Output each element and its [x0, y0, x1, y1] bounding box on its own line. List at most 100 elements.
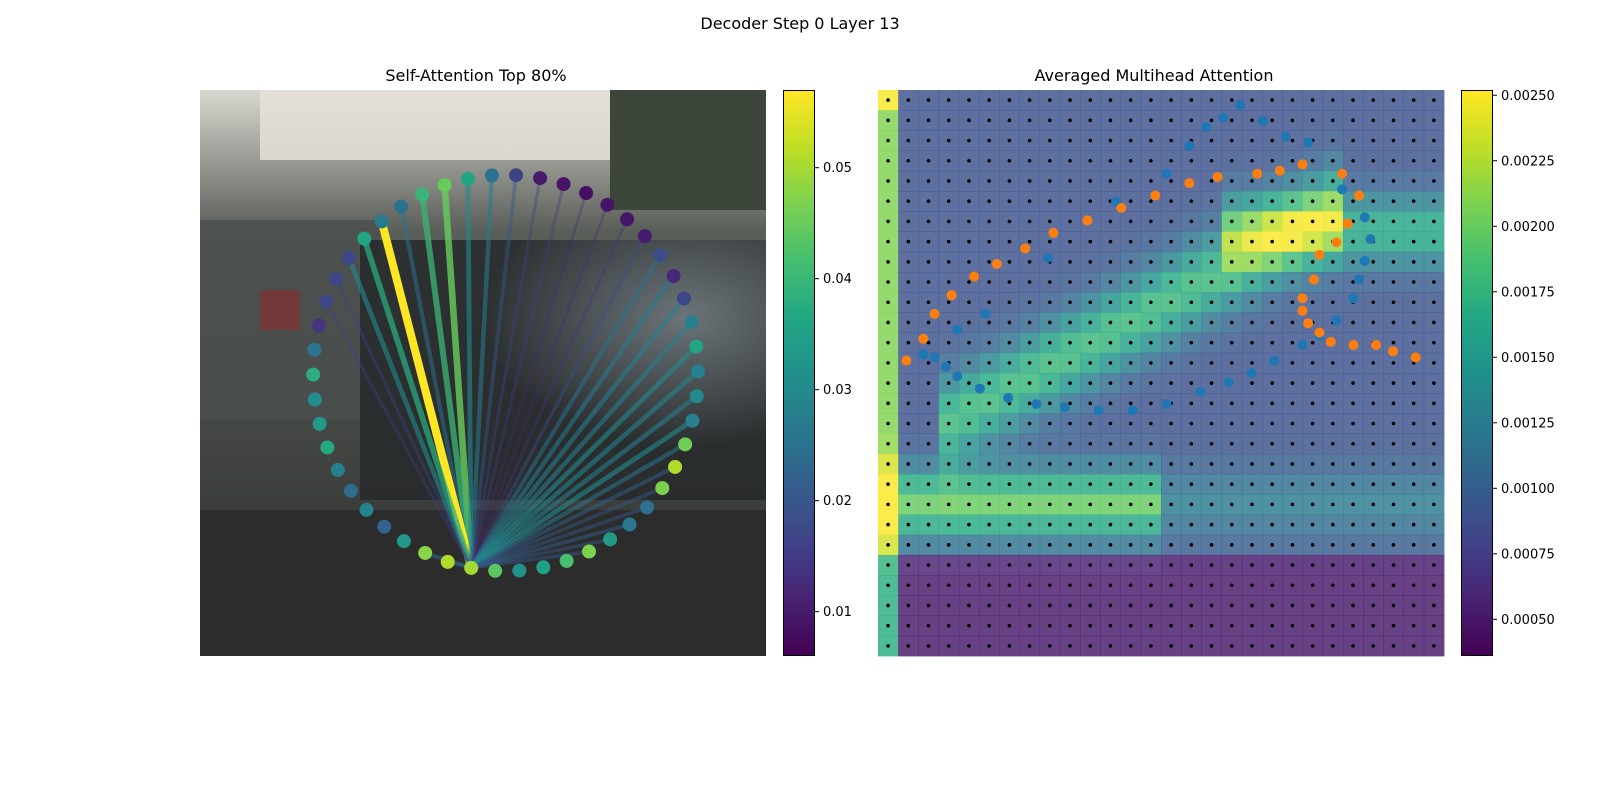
grid-dot	[1027, 320, 1032, 325]
colorbar-segment	[1461, 519, 1493, 525]
colorbar-segment	[783, 198, 815, 204]
grid-dot	[1351, 441, 1355, 446]
grid-dot	[886, 583, 890, 588]
colorbar-segment	[1461, 604, 1493, 610]
grid-dot	[1007, 482, 1012, 486]
grid-dot	[1371, 219, 1376, 224]
grid-dot	[886, 543, 890, 547]
grid-dot	[1250, 543, 1254, 547]
grid-dot	[1209, 239, 1214, 244]
grid-dot	[1149, 381, 1153, 385]
attention-edge	[465, 176, 474, 571]
grid-dot	[1290, 320, 1295, 325]
grid-dot	[1371, 118, 1376, 123]
grid-dot	[1331, 421, 1335, 426]
grid-dot	[1027, 522, 1032, 527]
colorbar-segment	[783, 396, 815, 402]
grid-dot	[967, 158, 971, 163]
grid-dot	[1371, 401, 1376, 406]
colorbar-segment	[1461, 108, 1493, 115]
attention-edge	[469, 203, 609, 570]
figure-title: Decoder Step 0 Layer 13	[700, 14, 900, 33]
grid-dot	[1270, 260, 1274, 264]
grid-dot	[1149, 98, 1153, 102]
grid-dot	[1391, 381, 1396, 385]
grid-dot	[926, 179, 931, 183]
grid-dot	[1229, 98, 1234, 102]
grid-dot	[1189, 219, 1194, 224]
grid-dot	[1331, 543, 1335, 547]
colorbar-segment	[1461, 259, 1493, 266]
colorbar-segment	[1461, 594, 1493, 600]
grid-dot	[1068, 563, 1072, 567]
colorbar-segment	[783, 608, 815, 615]
grid-dot	[1432, 320, 1436, 325]
colorbar-segment	[1461, 273, 1493, 280]
grid-dot	[1351, 522, 1355, 527]
grid-dot	[1169, 138, 1173, 143]
attention-edge	[468, 344, 699, 571]
grid-dot	[1068, 543, 1072, 547]
grid-dot	[1229, 644, 1234, 648]
grid-dot	[926, 441, 931, 446]
grid-dot	[1290, 340, 1295, 345]
grid-dot	[1310, 563, 1315, 567]
grid-dot	[946, 118, 951, 123]
colorbar-segment	[783, 363, 815, 369]
grid-dot	[1432, 300, 1436, 305]
grid-dot	[1189, 118, 1194, 123]
grid-dot	[1169, 522, 1173, 527]
grid-dot	[1128, 603, 1133, 608]
colorbar-segment	[1461, 533, 1493, 539]
grid-dot	[967, 280, 971, 284]
grid-dot	[1209, 502, 1214, 507]
grid-dot	[1068, 583, 1072, 588]
grid-dot	[1371, 563, 1376, 567]
grid-dot	[1068, 401, 1072, 406]
grid-dot	[1149, 522, 1153, 527]
grid-dot	[946, 98, 951, 102]
colorbar-segment	[783, 132, 815, 138]
grid-dot	[906, 462, 911, 466]
grid-dot	[1290, 381, 1295, 385]
scatter-point	[1082, 215, 1093, 226]
scatter-point	[1365, 234, 1376, 245]
attention-edge	[469, 217, 629, 570]
grid-dot	[1048, 401, 1052, 406]
grid-dot	[946, 219, 951, 224]
colorbar-segment	[783, 538, 815, 544]
grid-dot	[1048, 421, 1052, 426]
grid-dot	[1411, 340, 1416, 345]
grid-dot	[1068, 381, 1072, 385]
attention-node	[620, 212, 635, 227]
colorbar-segment	[1461, 264, 1493, 270]
attention-node	[307, 342, 322, 357]
grid-dot	[1391, 421, 1396, 426]
grid-dot	[1310, 219, 1315, 224]
grid-dot	[1290, 118, 1295, 123]
grid-dot	[1169, 623, 1173, 628]
grid-dot	[1149, 239, 1153, 244]
grid-dot	[1027, 179, 1032, 183]
colorbar-segment	[1461, 641, 1493, 648]
colorbar-segment	[783, 509, 815, 516]
grid-dot	[1068, 482, 1072, 486]
grid-dot	[1331, 300, 1335, 305]
scatter-point	[1093, 405, 1104, 416]
grid-dot	[1048, 98, 1052, 102]
grid-dot	[1027, 260, 1032, 264]
colorbar-segment	[783, 349, 815, 355]
grid-dot	[1290, 543, 1295, 547]
grid-dot	[1007, 441, 1012, 446]
grid-dot	[1270, 583, 1274, 588]
colorbar-segment	[1461, 622, 1493, 629]
grid-dot	[1411, 381, 1416, 385]
grid-dot	[906, 441, 911, 446]
grid-dot	[1189, 603, 1194, 608]
grid-dot	[1169, 381, 1173, 385]
grid-dot	[1189, 158, 1194, 163]
grid-dot	[1209, 482, 1214, 486]
grid-dot	[1209, 361, 1214, 365]
colorbar-segment	[1461, 339, 1493, 346]
attention-edge	[334, 277, 473, 570]
